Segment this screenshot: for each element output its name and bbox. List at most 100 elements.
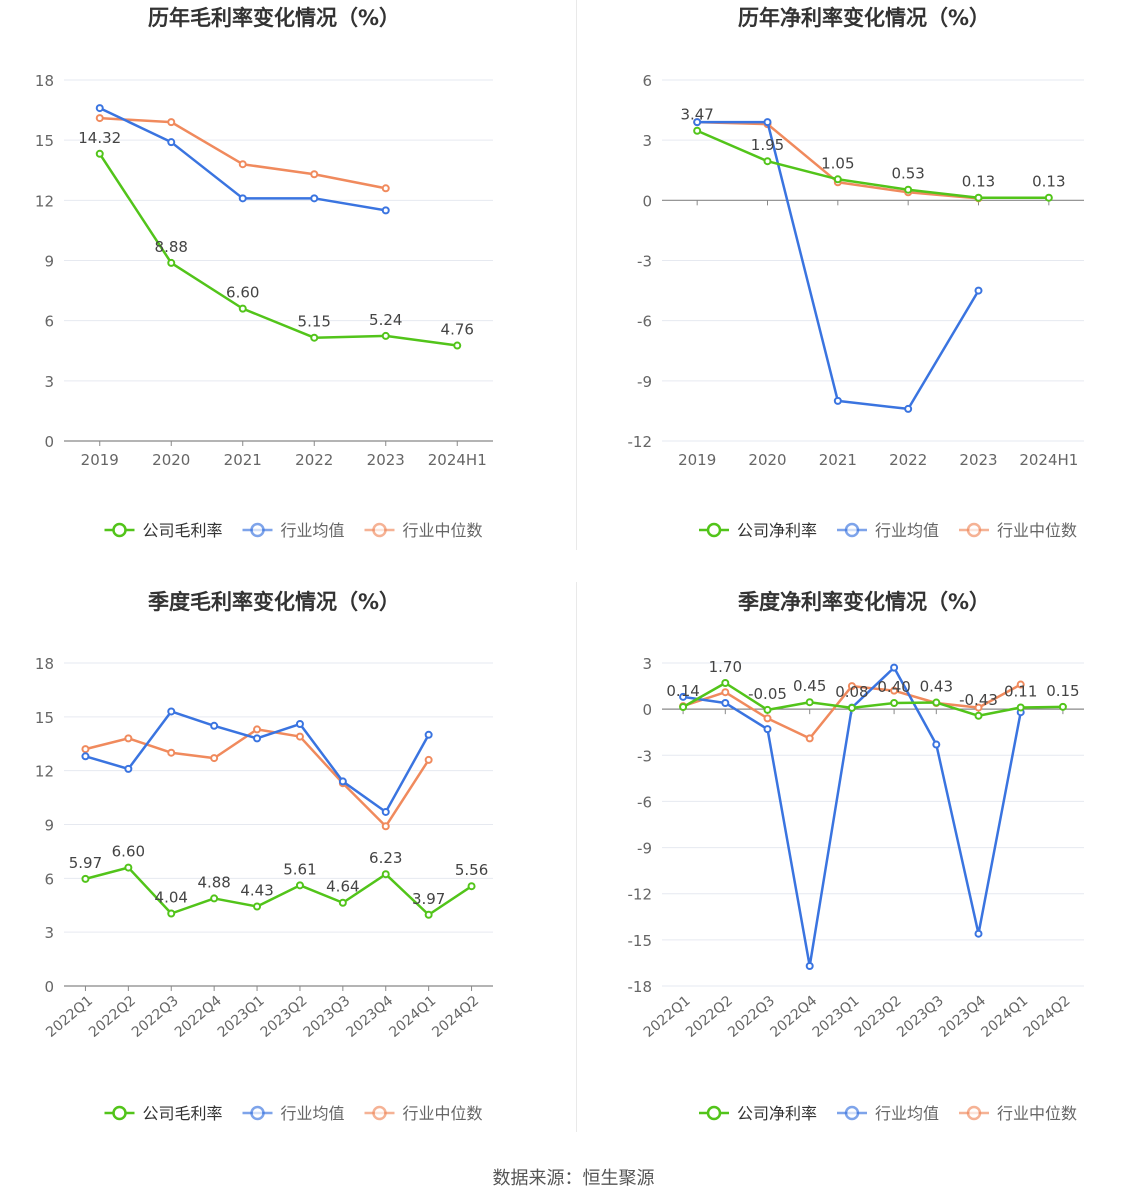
x-tick-label: 2023 (367, 451, 405, 469)
chart-title: 季度毛利率变化情况（%） (148, 590, 400, 614)
data-point (974, 193, 983, 202)
legend-marker-icon (250, 522, 265, 538)
data-label: 3.47 (680, 106, 713, 124)
series-line-1 (85, 866, 473, 917)
series-line-1 (98, 153, 458, 347)
y-tick-label: -3 (637, 747, 652, 765)
y-tick-label: -18 (628, 978, 653, 996)
x-tick-label: 2023Q1 (215, 993, 268, 1041)
y-tick-label: 9 (44, 253, 54, 271)
data-point (904, 404, 913, 413)
y-tick-label: 3 (642, 655, 652, 673)
data-point (805, 698, 814, 707)
x-tick-label: 2024Q2 (429, 993, 482, 1041)
divider-top (576, 0, 577, 550)
data-point (381, 870, 390, 879)
data-label: -0.43 (959, 691, 998, 709)
data-point (381, 331, 390, 340)
data-point (381, 184, 390, 193)
data-point (833, 396, 842, 405)
legend-label: 行业中位数 (403, 521, 483, 540)
y-tick-label: -9 (637, 373, 652, 391)
legend-label: 公司毛利率 (143, 1104, 223, 1123)
legend-marker-icon (250, 1105, 265, 1121)
x-tick-label: 2021 (224, 451, 262, 469)
data-point (95, 114, 104, 123)
data-point (1016, 680, 1025, 689)
data-point (81, 752, 90, 761)
data-point (424, 730, 433, 739)
data-label: 14.32 (78, 129, 121, 147)
legend-item-3: 行业中位数 (959, 521, 1077, 540)
x-tick-label: 2023Q2 (852, 993, 905, 1041)
x-tick-label: 2023Q4 (343, 993, 396, 1041)
chart-title: 季度净利率变化情况（%） (738, 590, 990, 614)
data-point (381, 807, 390, 816)
data-point (679, 702, 688, 711)
data-point (253, 902, 262, 911)
legend-marker-icon (112, 1105, 127, 1121)
data-label: 6.23 (369, 849, 402, 867)
legend-marker-icon (966, 522, 982, 538)
x-tick-label: 2024H1 (1019, 451, 1078, 469)
data-point (974, 286, 983, 295)
x-tick-label: 2023Q1 (810, 993, 863, 1041)
data-point (167, 707, 176, 716)
chart-4: 季度净利率变化情况（%）-18-15-12-9-6-3032022Q12022Q… (628, 590, 1084, 1123)
data-point (81, 874, 90, 883)
data-label: 0.13 (962, 173, 995, 191)
legend-label: 行业均值 (281, 1104, 345, 1123)
data-point (847, 682, 856, 691)
data-point (167, 748, 176, 757)
legend-marker-icon (372, 1105, 387, 1121)
data-label: 0.13 (1032, 173, 1065, 191)
data-point (763, 705, 772, 714)
data-point (974, 703, 983, 712)
data-label: 0.14 (666, 682, 699, 700)
legend-item-2: 行业均值 (242, 1104, 345, 1123)
series-line-1 (696, 129, 1049, 199)
data-point (890, 698, 899, 707)
legend-label: 行业中位数 (403, 1104, 483, 1123)
legend-marker-icon (966, 1105, 982, 1121)
chart-3: 季度毛利率变化情况（%） 0 3 6 9 12 15 18 2022Q12022Q22022Q3… (35, 590, 493, 1123)
y-tick-label: 18 (35, 72, 54, 90)
x-tick-label: 2023 (959, 451, 997, 469)
y-tick-label: 3 (44, 924, 54, 942)
y-tick-label: 3 (44, 373, 54, 391)
y-tick-label: 18 (35, 655, 54, 673)
data-point (763, 157, 772, 166)
y-tick-label: 6 (44, 870, 54, 888)
data-label: 4.64 (326, 878, 359, 896)
legend-item-2: 行业均值 (837, 521, 939, 540)
legend-marker-icon (844, 522, 860, 538)
data-point (167, 118, 176, 127)
x-tick-label: 2022 (889, 451, 927, 469)
data-label: 6.60 (112, 843, 145, 861)
data-point (210, 894, 219, 903)
data-point (381, 822, 390, 831)
legend-label: 行业中位数 (997, 521, 1077, 540)
data-label: 5.15 (298, 313, 331, 331)
data-label: 5.97 (69, 854, 102, 872)
y-tick-label: -3 (637, 253, 652, 271)
data-point (238, 304, 247, 313)
data-point (932, 698, 941, 707)
legend-label: 公司净利率 (737, 521, 817, 540)
data-point (805, 962, 814, 971)
y-tick-label: 6 (44, 313, 54, 331)
data-point (679, 692, 688, 701)
data-point (890, 663, 899, 672)
x-tick-label: 2023Q4 (936, 993, 989, 1041)
data-label: 0.43 (920, 678, 953, 696)
y-tick-label: 12 (35, 192, 54, 210)
data-point (338, 777, 347, 786)
series-line-3 (85, 728, 430, 828)
data-point (424, 755, 433, 764)
charts-canvas: 历年毛利率变化情况（%） 0 3 6 9 12 15 18 2019 2020 2021 2022 20… (35, 6, 1084, 1123)
legend-item-2: 行业均值 (837, 1104, 939, 1123)
data-label: 5.61 (283, 860, 316, 878)
legend-label: 公司净利率 (737, 1104, 817, 1123)
data-point (210, 721, 219, 730)
data-point (833, 175, 842, 184)
